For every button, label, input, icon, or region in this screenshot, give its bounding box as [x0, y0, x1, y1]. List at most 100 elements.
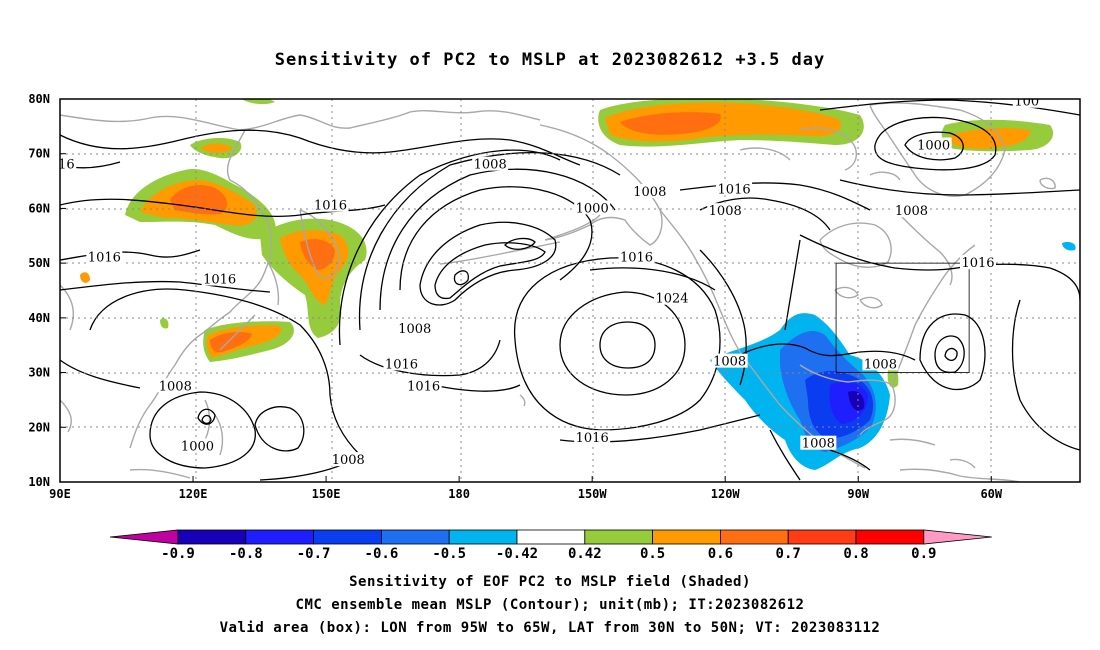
lat-tick-label: 10N [28, 475, 50, 489]
chart-title: Sensitivity of PC2 to MSLP at 2023082612… [274, 50, 826, 70]
positive-sensitivity-shading [80, 99, 1054, 388]
contour-label-bg [383, 356, 420, 371]
colorbar-segment [380, 529, 450, 545]
contour-label: 1016 [620, 251, 653, 266]
lon-tick-label: 120E [179, 487, 208, 501]
contour-label: 1008 [709, 204, 742, 219]
contour-labels: 1008 016 1008 1016 1000 1016 1008 1008 1000 100 10… [50, 95, 1041, 468]
colorbar-label: -0.42 [496, 546, 538, 562]
contour-label: 1016 [961, 256, 994, 271]
contour-label-bg [707, 203, 744, 218]
caption-shaded: Sensitivity of EOF PC2 to MSLP field (Sh… [349, 574, 751, 590]
caption-valid-area: Valid area (box): LON from 95W to 65W, L… [219, 620, 881, 636]
contour-label: 1008 [864, 357, 897, 372]
contour-label-bg [631, 184, 668, 199]
colorbar-segment [177, 529, 247, 545]
contour-label-bg [157, 378, 194, 393]
colorbar-label: -0.5 [432, 546, 466, 562]
lat-tick-label: 80N [28, 92, 50, 106]
colorbar-segment [245, 529, 315, 545]
contour-label-bg [472, 156, 509, 171]
contour-label: 1024 [655, 292, 688, 307]
contour-label-bg [396, 320, 433, 335]
colorbar-segment [652, 529, 721, 545]
contour-label-bg [574, 430, 611, 445]
colorbar-extend-high [923, 529, 992, 545]
contour-label-bg [654, 290, 690, 305]
contour-label: 1008 [474, 158, 507, 173]
contour-label-bg [862, 356, 899, 371]
lat-tick-label: 30N [28, 366, 50, 380]
contour-label-bg [86, 249, 123, 264]
contour-label: 100 [1014, 95, 1039, 110]
lon-tick-label: 90W [847, 487, 869, 501]
coastlines [60, 102, 1056, 482]
negative-sensitivity-shading [710, 241, 1076, 470]
colorbar: -0.9 -0.8 -0.7 -0.6 -0.5 -0.42 0.42 0.5 0.6 0.7 0.… [109, 529, 992, 562]
contour-label-bg [201, 271, 238, 286]
colorbar-label: -0.6 [365, 546, 399, 562]
contour-label: 1000 [917, 139, 950, 154]
lon-tick-label: 150E [312, 487, 341, 501]
contour-label-bg [574, 200, 611, 215]
contour-label-bg [330, 452, 367, 467]
graticule [60, 99, 1080, 482]
colorbar-segment [855, 529, 925, 545]
colorbar-label: 0.7 [776, 546, 801, 562]
map-plot-area: 1008 016 1008 1016 1000 1016 1008 1008 1000 100 10… [50, 95, 1080, 482]
map-frame [59, 98, 1081, 483]
colorbar-segment [448, 529, 518, 545]
lon-tick-label: 180 [448, 487, 470, 501]
contour-label: 1008 [633, 185, 666, 200]
contour-label: 1000 [181, 439, 214, 454]
lat-tick-label: 60N [28, 201, 50, 215]
contour-label: 1008 [398, 322, 431, 337]
contour-label-bg [915, 137, 952, 152]
lon-tick-label: 60W [980, 487, 1002, 501]
contour-label-bg [716, 181, 753, 196]
colorbar-segment [584, 529, 653, 545]
contour-label: 1016 [576, 431, 609, 446]
colorbar-label: 0.5 [640, 546, 665, 562]
lat-tick-label: 40N [28, 311, 50, 325]
colorbar-segment [516, 529, 586, 545]
contour-label: 1016 [203, 273, 236, 288]
contour-label-bg [711, 353, 748, 368]
lon-tick-label: 120W [711, 487, 741, 501]
colorbar-label: 0.6 [708, 546, 733, 562]
contour-label-bg [1012, 99, 1041, 108]
contour-label: 1000 [576, 201, 609, 216]
colorbar-label: 0.9 [911, 546, 936, 562]
latitude-axis: 10N 20N 30N 40N 50N 60N 70N 80N [28, 92, 66, 489]
contour-label-bg [312, 197, 349, 212]
colorbar-extend-low [109, 529, 179, 545]
lon-tick-label: 150W [578, 487, 608, 501]
colorbar-label: 0.8 [843, 546, 868, 562]
contour-label-bg [893, 203, 930, 218]
contour-label: 1016 [314, 199, 347, 214]
contour-label-bg [179, 438, 216, 453]
colorbar-label: -0.7 [297, 546, 331, 562]
contour-label: 016 [50, 158, 75, 173]
contour-label-bg [618, 249, 655, 264]
contour-label: 1008 [159, 379, 192, 394]
valid-area-box [835, 262, 970, 373]
contour-label: 1008 [332, 453, 365, 468]
contour-label-bg [960, 255, 996, 270]
caption-contour: CMC ensemble mean MSLP (Contour); unit(m… [295, 597, 805, 613]
colorbar-segment [720, 529, 789, 545]
lon-tick-label: 90E [49, 487, 71, 501]
contour-label: 1008 [895, 204, 928, 219]
lat-tick-label: 50N [28, 256, 50, 270]
mslp-contours [60, 99, 1080, 481]
contour-label: 1016 [407, 379, 440, 394]
colorbar-label: 0.42 [568, 546, 602, 562]
colorbar-label: -0.8 [229, 546, 263, 562]
contour-label-bg [800, 435, 837, 450]
contour-label: 1008 [802, 437, 835, 452]
colorbar-segment [313, 529, 382, 545]
colorbar-label: -0.9 [161, 546, 195, 562]
longitude-axis: 90E 120E 150E 180 150W 120W 90W 60W [49, 476, 1003, 501]
contour-label-bg [405, 378, 442, 393]
